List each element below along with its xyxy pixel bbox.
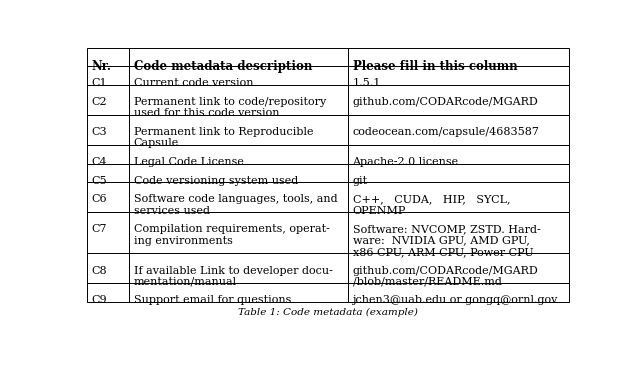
Bar (129, 253, 348, 283)
Text: Code versioning system used: Code versioning system used (134, 176, 298, 186)
Text: used for this code version: used for this code version (134, 108, 279, 118)
Bar (129, 164, 348, 182)
Bar (88, 253, 129, 283)
Text: Table 1: Code metadata (example): Table 1: Code metadata (example) (238, 307, 418, 317)
Bar (348, 164, 568, 182)
Text: Permanent link to Reproducible: Permanent link to Reproducible (134, 127, 313, 137)
Text: mentation/manual: mentation/manual (134, 277, 237, 287)
Bar (129, 48, 348, 66)
Text: C++,   CUDA,   HIP,   SYCL,: C++, CUDA, HIP, SYCL, (353, 195, 510, 205)
Text: /blob/master/README.md: /blob/master/README.md (353, 277, 501, 287)
Text: OPENMP: OPENMP (353, 206, 406, 216)
Bar (88, 115, 129, 145)
Text: C9: C9 (92, 295, 108, 305)
Bar (129, 145, 348, 164)
Bar (129, 283, 348, 302)
Bar (129, 66, 348, 85)
Text: C8: C8 (92, 266, 108, 276)
Text: Support email for questions: Support email for questions (134, 295, 291, 305)
Bar (348, 212, 568, 253)
Bar (129, 115, 348, 145)
Text: codeocean.com/capsule/4683587: codeocean.com/capsule/4683587 (353, 127, 540, 137)
Bar (88, 283, 129, 302)
Text: ing environments: ing environments (134, 235, 232, 246)
Text: Please fill in this column: Please fill in this column (353, 60, 517, 73)
Bar (88, 66, 129, 85)
Text: git: git (353, 176, 367, 186)
Text: If available Link to developer docu-: If available Link to developer docu- (134, 266, 332, 276)
Text: x86 CPU, ARM CPU, Power CPU: x86 CPU, ARM CPU, Power CPU (353, 247, 533, 257)
Text: Permanent link to code/repository: Permanent link to code/repository (134, 97, 326, 107)
Text: C4: C4 (92, 157, 108, 167)
Text: C1: C1 (92, 78, 108, 89)
Bar (88, 145, 129, 164)
Text: Legal Code License: Legal Code License (134, 157, 243, 167)
Bar (129, 85, 348, 115)
Text: Compilation requirements, operat-: Compilation requirements, operat- (134, 224, 330, 234)
Bar (348, 283, 568, 302)
Bar (88, 48, 129, 66)
Text: github.com/CODARcode/MGARD: github.com/CODARcode/MGARD (353, 97, 538, 107)
Text: Apache-2.0 license: Apache-2.0 license (353, 157, 459, 167)
Bar (88, 85, 129, 115)
Text: C3: C3 (92, 127, 108, 137)
Bar (348, 182, 568, 212)
Text: ware:  NVIDIA GPU, AMD GPU,: ware: NVIDIA GPU, AMD GPU, (353, 235, 529, 246)
Text: C7: C7 (92, 224, 108, 234)
Text: C6: C6 (92, 195, 108, 205)
Bar (348, 115, 568, 145)
Text: github.com/CODARcode/MGARD: github.com/CODARcode/MGARD (353, 266, 538, 276)
Bar (129, 212, 348, 253)
Bar (348, 145, 568, 164)
Text: Capsule: Capsule (134, 138, 179, 148)
Text: Current code version: Current code version (134, 78, 253, 89)
Text: 1.5.1: 1.5.1 (353, 78, 381, 89)
Text: jchen3@uab.edu or gongq@ornl.gov: jchen3@uab.edu or gongq@ornl.gov (353, 295, 558, 305)
Bar (348, 66, 568, 85)
Text: C5: C5 (92, 176, 108, 186)
Bar (88, 182, 129, 212)
Bar (88, 164, 129, 182)
Bar (348, 48, 568, 66)
Bar (348, 253, 568, 283)
Text: services used: services used (134, 206, 210, 216)
Text: Code metadata description: Code metadata description (134, 60, 312, 73)
Bar (129, 182, 348, 212)
Bar (88, 212, 129, 253)
Text: Software code languages, tools, and: Software code languages, tools, and (134, 195, 337, 205)
Bar (348, 85, 568, 115)
Text: Nr.: Nr. (92, 60, 112, 73)
Text: Software: NVCOMP, ZSTD. Hard-: Software: NVCOMP, ZSTD. Hard- (353, 224, 540, 234)
Text: C2: C2 (92, 97, 108, 107)
